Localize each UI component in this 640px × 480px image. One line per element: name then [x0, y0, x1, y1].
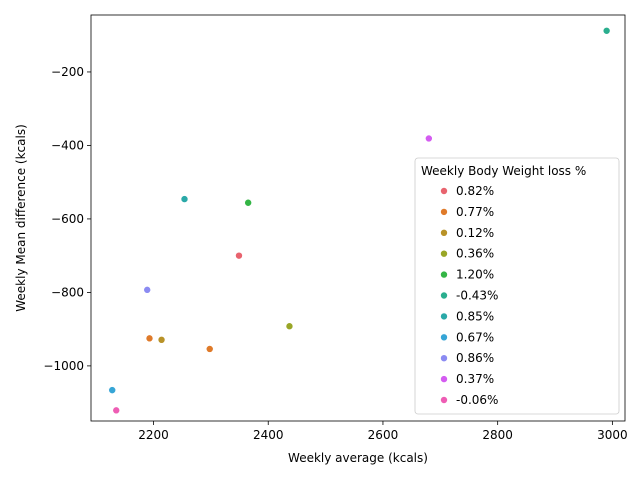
- x-tick-label: 2800: [482, 428, 513, 442]
- data-point: [235, 251, 243, 260]
- legend-marker: [440, 270, 448, 279]
- data-point: [425, 134, 433, 143]
- legend-label: 0.37%: [456, 372, 494, 386]
- data-point: [205, 345, 214, 353]
- legend-marker: [440, 396, 448, 404]
- legend-label: 0.77%: [456, 205, 494, 219]
- legend-label: 0.82%: [456, 184, 494, 198]
- y-tick-label: −400: [51, 138, 84, 152]
- x-axis: 2200 2400 2600 2800 3000: [138, 421, 628, 442]
- y-axis: −1000 −800 −600 −400 −200: [43, 65, 91, 373]
- legend-marker: [440, 187, 448, 195]
- data-point: [244, 198, 252, 207]
- data-point: [602, 26, 611, 35]
- data-point: [157, 335, 166, 344]
- legend-marker: [440, 354, 448, 363]
- legend: Weekly Body Weight loss % 0.82% 0.77% 0.12…: [414, 157, 620, 415]
- legend-label: -0.06%: [456, 393, 498, 407]
- y-axis-label: Weekly Mean difference (kcals): [14, 124, 28, 312]
- legend-label: -0.43%: [456, 289, 498, 303]
- y-tick-label: −800: [51, 285, 84, 299]
- legend-marker: [440, 208, 448, 216]
- legend-label: 0.36%: [456, 247, 494, 261]
- data-point: [285, 322, 294, 331]
- legend-label: 0.12%: [456, 226, 494, 240]
- y-tick-label: −600: [51, 212, 84, 226]
- x-tick-label: 3000: [597, 428, 628, 442]
- legend-label: 0.67%: [456, 330, 494, 344]
- data-point: [108, 386, 117, 394]
- data-point: [180, 195, 189, 203]
- legend-box: [414, 157, 620, 415]
- legend-label: 0.85%: [456, 309, 494, 323]
- legend-marker: [440, 229, 448, 237]
- legend-items: 0.82% 0.77% 0.12% 0.36% 1.20% -0.43% 0.85% 0.67…: [440, 184, 498, 407]
- x-axis-label: Weekly average (kcals): [288, 451, 428, 465]
- data-points: [108, 26, 611, 415]
- x-tick-label: 2400: [253, 428, 284, 442]
- legend-label: 1.20%: [456, 268, 494, 282]
- y-tick-label: −1000: [43, 359, 84, 373]
- plot-area-frame: [90, 14, 626, 422]
- legend-marker: [440, 333, 448, 342]
- legend-marker: [440, 312, 448, 321]
- legend-title: Weekly Body Weight loss %: [421, 164, 586, 178]
- x-tick-label: 2200: [138, 428, 169, 442]
- legend-label: 0.86%: [456, 351, 494, 365]
- data-point: [112, 406, 121, 415]
- legend-marker: [440, 375, 448, 383]
- y-tick-label: −200: [51, 65, 84, 79]
- legend-marker: [440, 291, 448, 300]
- legend-marker: [440, 249, 448, 258]
- data-point: [145, 334, 154, 343]
- data-point: [143, 286, 152, 294]
- x-tick-label: 2600: [368, 428, 399, 442]
